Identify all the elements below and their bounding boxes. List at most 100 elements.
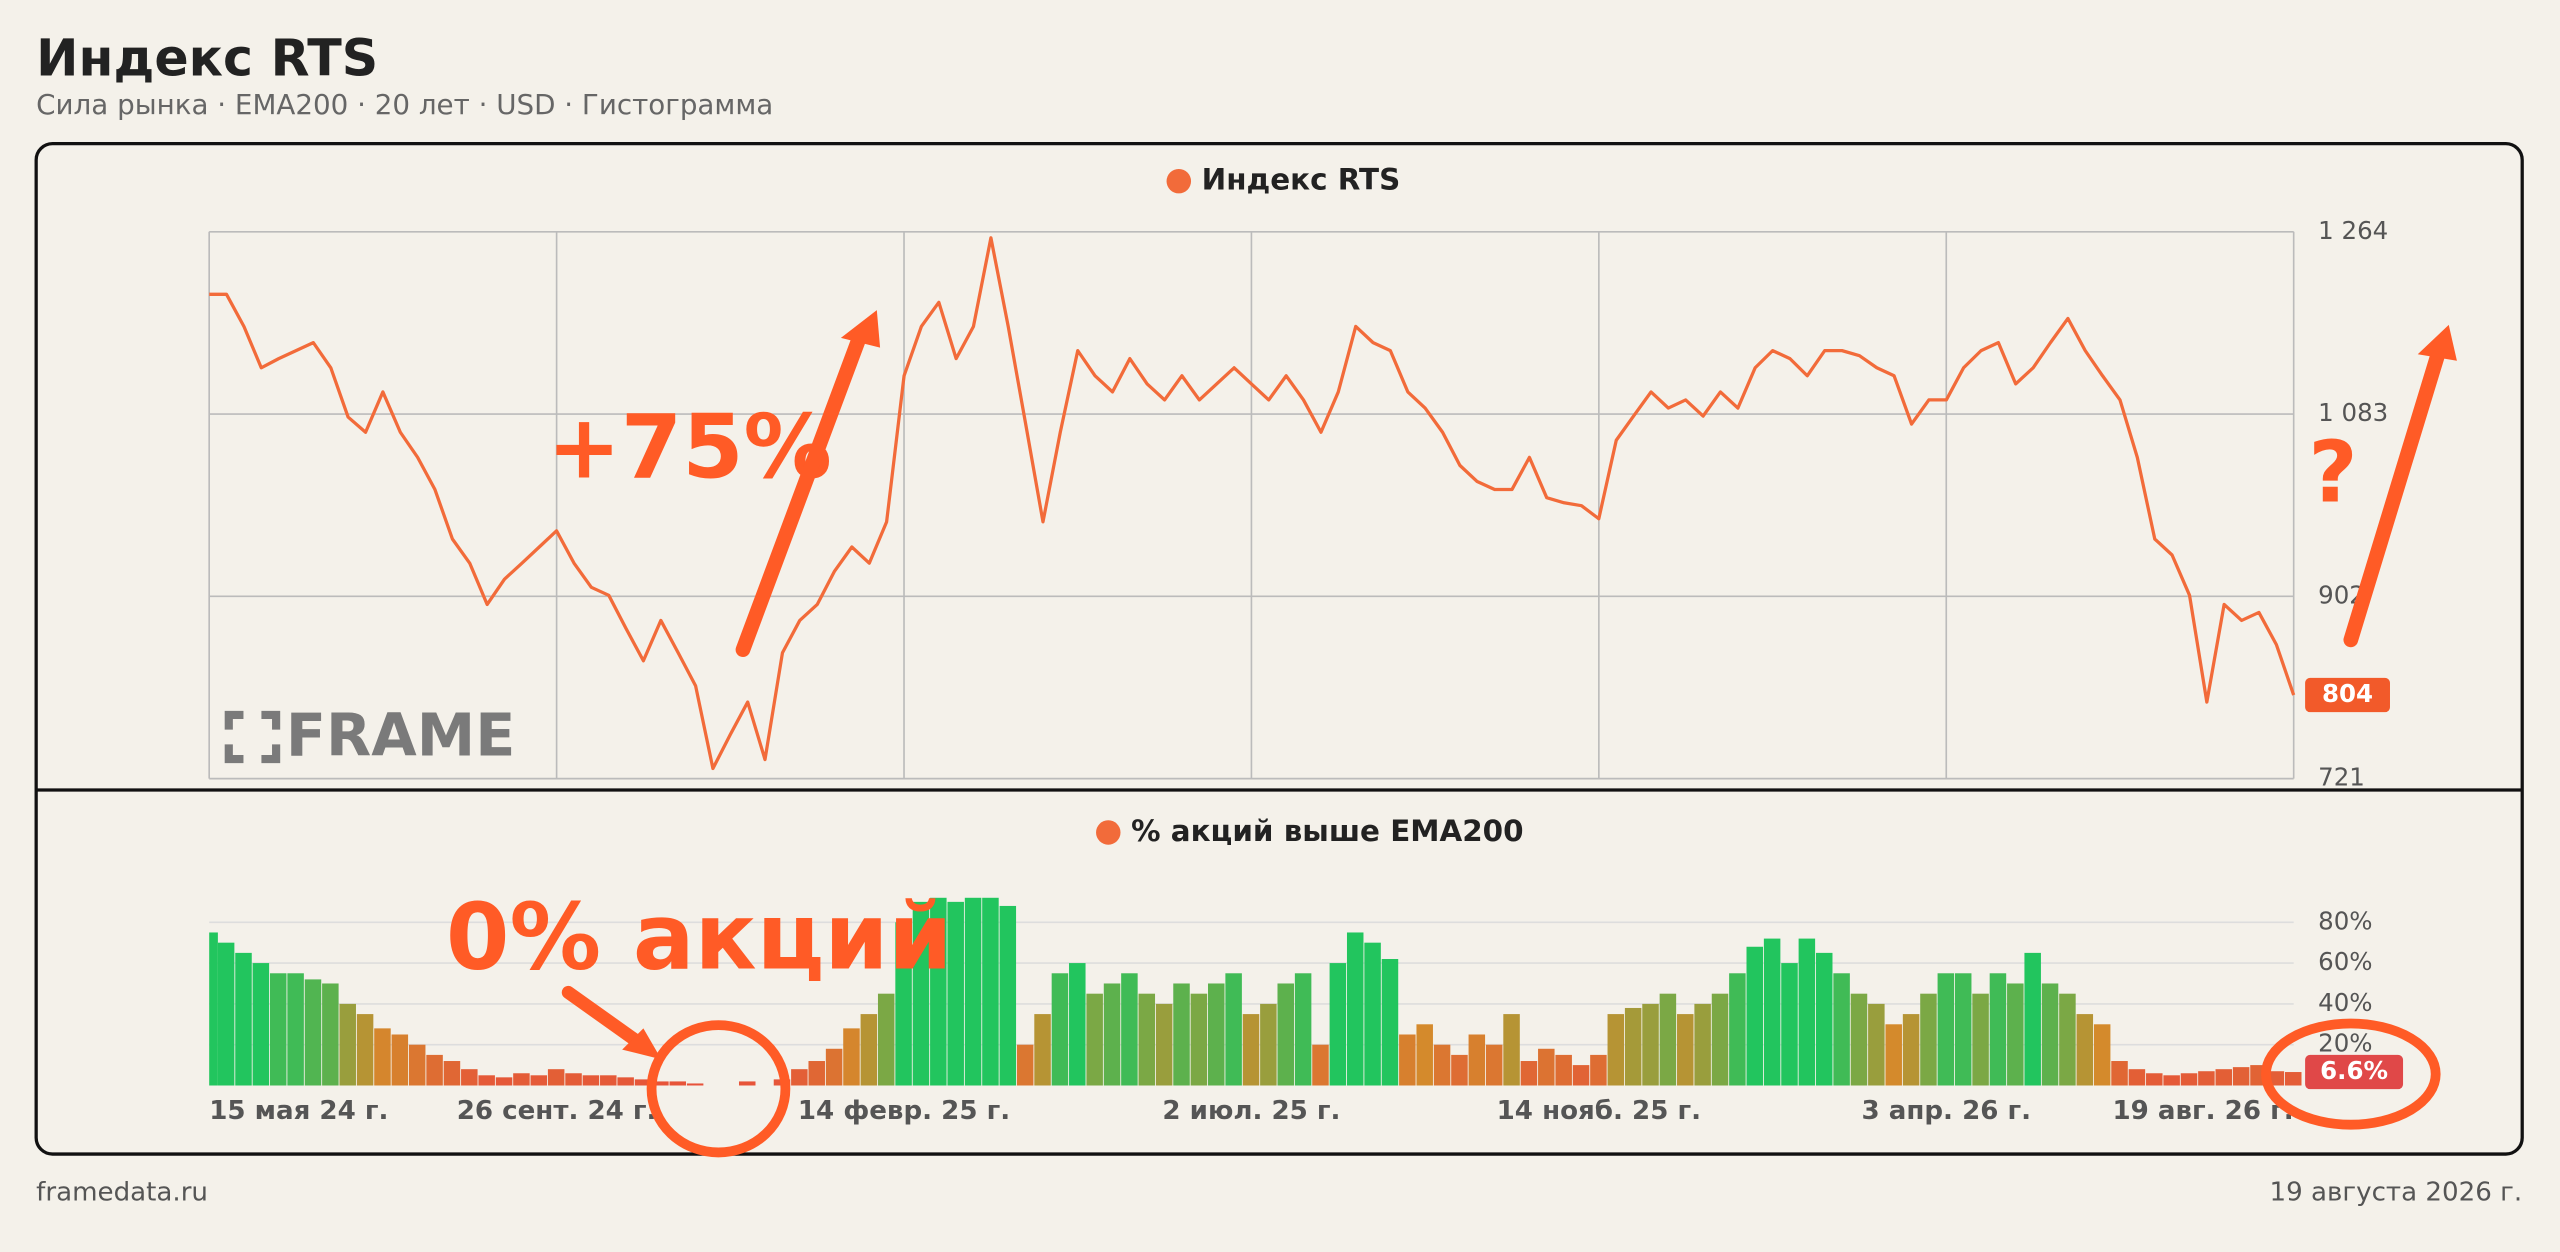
bar: [1920, 993, 1937, 1086]
bar: [1677, 1014, 1694, 1086]
bar: [1590, 1054, 1607, 1086]
bar: [1624, 1007, 1642, 1086]
bar: [582, 1075, 600, 1086]
bar: [287, 973, 304, 1086]
bar: [209, 932, 218, 1086]
legend-marker: [1166, 168, 1192, 194]
x-tick-label: 2 июл. 25 г.: [1162, 1096, 1340, 1126]
bar: [1815, 952, 1833, 1086]
bar: [1659, 993, 1677, 1086]
bar: [1277, 983, 1294, 1086]
bar: [1364, 942, 1381, 1086]
bar: [1746, 946, 1764, 1086]
bar: [2076, 1014, 2094, 1086]
bar: [1138, 993, 1156, 1086]
bar: [2059, 993, 2076, 1086]
bar: [1642, 1003, 1659, 1086]
bar: [1225, 973, 1242, 1086]
bar: [1937, 973, 1955, 1086]
bar: [2163, 1075, 2180, 1086]
bar: [1798, 938, 1816, 1086]
y-tick-label: 1 264: [2318, 216, 2388, 245]
annotation: +75%: [547, 396, 832, 499]
bar: [2284, 1072, 2302, 1086]
bar: [1954, 973, 1972, 1086]
bar: [895, 922, 912, 1086]
bar: [877, 993, 895, 1086]
bar: [1346, 932, 1364, 1086]
annotation-circle: [646, 1020, 791, 1158]
bar: [2146, 1073, 2163, 1086]
value-badge: [2305, 677, 2390, 713]
bar: [1312, 1044, 1329, 1086]
bar: [1572, 1065, 1590, 1086]
bar: [461, 1069, 478, 1086]
value-badge-label: 6.6%: [2320, 1056, 2388, 1085]
panel-frame: [34, 142, 2524, 1156]
bar: [1711, 993, 1729, 1086]
bar: [217, 942, 235, 1086]
bar: [1260, 1003, 1277, 1086]
annotation-arrowhead: [2417, 324, 2457, 361]
bar: [1972, 993, 1989, 1086]
bar: [1329, 963, 1347, 1086]
y-tick-label: 721: [2318, 763, 2365, 792]
bar: [1433, 1044, 1451, 1086]
bar: [1781, 963, 1798, 1086]
bar: [1051, 973, 1069, 1086]
annotation-arrowhead: [622, 1028, 662, 1060]
bar: [1103, 983, 1121, 1086]
bar: [1729, 973, 1746, 1086]
line-series: [209, 236, 2296, 771]
bar: [1468, 1034, 1486, 1086]
annotation: ?: [2308, 424, 2357, 523]
watermark: [224, 710, 281, 764]
bar: [1850, 993, 1868, 1086]
bar: [2024, 952, 2041, 1086]
bar: [2215, 1069, 2233, 1086]
bar: [2198, 1071, 2215, 1086]
legend-marker: [1096, 820, 1121, 845]
bar: [269, 973, 287, 1086]
bar: [2180, 1073, 2198, 1086]
bar: [1069, 963, 1086, 1086]
bar: [600, 1075, 617, 1086]
bar: [2128, 1069, 2146, 1086]
bar: [686, 1083, 704, 1086]
bar: [235, 952, 252, 1086]
x-tick-label: 14 февр. 25 г.: [798, 1096, 1010, 1126]
watermark-icon: [224, 710, 281, 764]
bar: [1399, 1034, 1416, 1086]
bar: [408, 1044, 426, 1086]
value-badge-label: 804: [2322, 679, 2373, 708]
bar: [1694, 1003, 1711, 1086]
bar: [1294, 973, 1312, 1086]
bar: [443, 1061, 461, 1086]
bar: [912, 901, 930, 1086]
bar: [652, 1081, 669, 1086]
bar: [565, 1073, 582, 1086]
bar: [1520, 1061, 1538, 1086]
bar: [808, 1061, 825, 1086]
bar: [530, 1075, 548, 1086]
bar: [1555, 1054, 1572, 1086]
bar: [1086, 993, 1103, 1086]
watermark-text: FRAME: [286, 701, 515, 770]
bar: [1242, 1014, 1260, 1086]
annotation-circle: [2261, 1018, 2441, 1130]
page-subtitle: Сила рынка · EMA200 · 20 лет · USD · Гис…: [36, 88, 773, 121]
annotation-arrowhead: [840, 310, 881, 348]
bar: [843, 1028, 860, 1086]
bar: [964, 897, 982, 1086]
bar: [2111, 1061, 2128, 1086]
bar: [1451, 1054, 1468, 1086]
bar: [1485, 1044, 1503, 1086]
x-tick-label: 15 мая 24 г.: [209, 1096, 388, 1126]
value-badge: [2305, 1054, 2404, 1090]
bar: [1763, 938, 1781, 1086]
bar: [2232, 1067, 2250, 1086]
bar: [791, 1069, 808, 1086]
page-title: Индекс RTS: [36, 29, 378, 88]
bar: [252, 963, 270, 1086]
bar: [547, 1069, 565, 1086]
